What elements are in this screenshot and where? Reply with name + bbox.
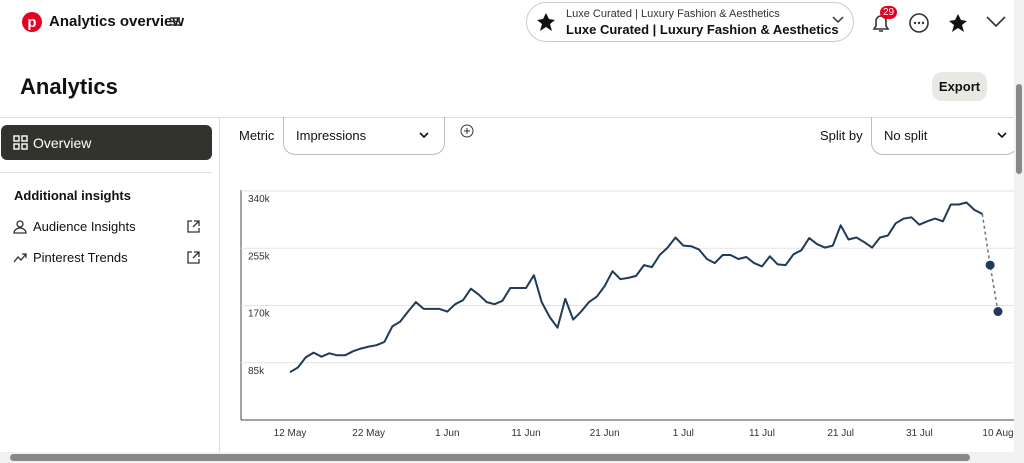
x-tick-label: 1 Jun (435, 428, 459, 439)
chevron (832, 16, 844, 24)
svg-text:p: p (27, 14, 36, 31)
x-tick-label: 10 Aug (982, 428, 1013, 439)
profile-avatar[interactable] (948, 13, 968, 33)
y-tick-label: 85k (248, 366, 265, 377)
overview-label: Overview (33, 135, 92, 151)
metric-value: Impressions (296, 128, 367, 143)
account-menu[interactable] (986, 16, 1006, 28)
audience-icon (13, 220, 27, 234)
x-tick-label: 21 Jul (827, 428, 854, 439)
section-title: Additional insights (14, 188, 131, 203)
data-line (289, 201, 983, 374)
data-point (993, 307, 1003, 317)
x-tick-label: 12 May (274, 428, 307, 439)
y-tick-label: 340k (248, 194, 271, 205)
metric-dropdown[interactable] (283, 117, 445, 155)
overview-icon (13, 135, 28, 150)
account-avatar (537, 13, 555, 31)
pinterest-logo[interactable]: p (22, 12, 42, 32)
chat-icon[interactable] (908, 12, 930, 34)
data-point (985, 260, 995, 270)
chart: 85k 170k 255k 340k 12 May 22 May 1 Jun 11 Jun 21… (240, 190, 1014, 439)
overview-tab[interactable] (1, 125, 212, 160)
divider (219, 117, 220, 452)
v-scroll-thumb[interactable] (1016, 84, 1022, 174)
chevron (997, 132, 1007, 139)
split-value: No split (884, 128, 928, 143)
divider (0, 172, 212, 173)
export-button[interactable]: Export (932, 72, 987, 101)
page-title: Analytics (20, 74, 118, 99)
x-tick-label: 31 Jul (906, 428, 933, 439)
divider (0, 117, 1014, 118)
account-name: Luxe Curated | Luxury Fashion & Aestheti… (566, 22, 839, 37)
x-tick-label: 11 Jun (511, 428, 540, 439)
x-tick-label: 21 Jun (590, 428, 620, 439)
account-selector[interactable] (526, 2, 854, 42)
x-tick-label: 11 Jul (749, 428, 775, 439)
v-scrollbar[interactable] (1014, 0, 1024, 452)
audience-link[interactable]: Audience Insights (33, 219, 136, 234)
h-scroll-thumb[interactable] (10, 454, 970, 461)
account-small: Luxe Curated | Luxury Fashion & Aestheti… (566, 8, 780, 20)
menu-icon[interactable] (170, 17, 180, 26)
metric-label: Metric (239, 128, 275, 143)
external-icon (187, 220, 200, 233)
notification-badge: 29 (880, 6, 898, 19)
y-tick-label: 255k (248, 251, 271, 262)
trends-link[interactable]: Pinterest Trends (33, 250, 128, 265)
external-icon (187, 251, 200, 264)
y-tick-label: 170k (248, 309, 271, 320)
x-tick-label: 22 May (352, 428, 385, 439)
h-scrollbar[interactable] (0, 452, 1024, 463)
trends-icon (13, 253, 27, 263)
header-title: Analytics overview (49, 13, 185, 30)
split-label: Split by (820, 128, 863, 143)
add-metric[interactable] (460, 124, 474, 138)
x-tick-label: 1 Jul (673, 428, 694, 439)
chevron (419, 132, 429, 139)
